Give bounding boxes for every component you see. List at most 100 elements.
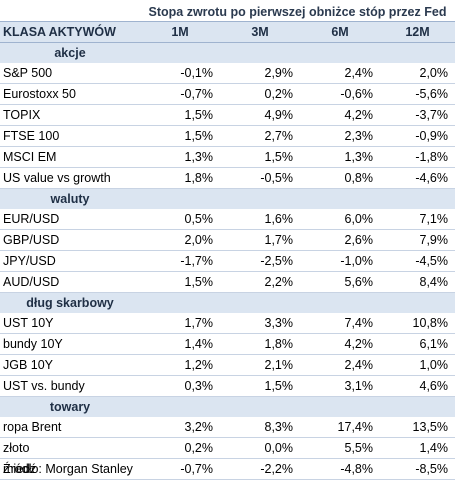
category-fill (140, 396, 220, 417)
table-row: ropa Brent 3,2% 8,3% 17,4% 13,5% (0, 417, 455, 438)
value-cell: -4,6% (380, 167, 455, 189)
value-cell: 4,9% (220, 104, 300, 126)
category-label: towary (0, 396, 140, 417)
table-row: EUR/USD 0,5% 1,6% 6,0% 7,1% (0, 209, 455, 230)
value-cell: 2,9% (220, 63, 300, 84)
value-cell: 8,3% (220, 417, 300, 438)
category-label: akcje (0, 42, 140, 63)
value-cell: 10,8% (380, 313, 455, 334)
value-cell: 1,6% (220, 209, 300, 230)
category-fill (220, 188, 300, 209)
value-cell: -0,9% (380, 125, 455, 147)
value-cell: 1,8% (140, 167, 220, 189)
table-row: bundy 10Y 1,4% 1,8% 4,2% 6,1% (0, 333, 455, 355)
value-cell: 4,6% (380, 375, 455, 397)
value-cell: 1,7% (220, 229, 300, 251)
value-cell: 1,4% (380, 437, 455, 459)
category-fill (300, 188, 380, 209)
row-label: ropa Brent (0, 417, 140, 438)
value-cell: -5,6% (380, 83, 455, 105)
value-cell: 6,0% (300, 209, 380, 230)
table-row: AUD/USD 1,5% 2,2% 5,6% 8,4% (0, 271, 455, 293)
value-cell: 1,0% (380, 354, 455, 376)
table-row: miedź -0,7% -2,2% -4,8% -8,5% (0, 458, 455, 480)
row-label: UST vs. bundy (0, 375, 140, 397)
category-row: towary (0, 396, 455, 417)
value-cell: -0,1% (140, 63, 220, 84)
value-cell: -1,8% (380, 146, 455, 168)
value-cell: -0,5% (220, 167, 300, 189)
row-label: EUR/USD (0, 209, 140, 230)
category-fill (380, 292, 455, 313)
value-cell: 5,6% (300, 271, 380, 293)
row-label: FTSE 100 (0, 125, 140, 147)
value-cell: 3,1% (300, 375, 380, 397)
source-note: Źródło: Morgan Stanley (3, 462, 133, 476)
value-cell: 7,4% (300, 313, 380, 334)
value-cell: -4,8% (300, 458, 380, 480)
value-cell: 17,4% (300, 417, 380, 438)
category-fill (140, 292, 220, 313)
value-cell: 2,4% (300, 354, 380, 376)
value-cell: 3,3% (220, 313, 300, 334)
value-cell: 1,7% (140, 313, 220, 334)
value-cell: 0,8% (300, 167, 380, 189)
value-cell: 1,5% (140, 104, 220, 126)
table-row: S&P 500 -0,1% 2,9% 2,4% 2,0% (0, 63, 455, 84)
row-label: GBP/USD (0, 229, 140, 251)
category-fill (380, 42, 455, 63)
value-cell: 8,4% (380, 271, 455, 293)
value-cell: -1,0% (300, 250, 380, 272)
table-row: złoto 0,2% 0,0% 5,5% 1,4% (0, 437, 455, 459)
value-cell: -8,5% (380, 458, 455, 480)
table-title: Stopa zwrotu po pierwszej obniżce stóp p… (148, 5, 447, 19)
row-label: złoto (0, 437, 140, 459)
category-label: waluty (0, 188, 140, 209)
header-3m: 3M (220, 21, 300, 43)
category-label: dług skarbowy (0, 292, 140, 313)
category-fill (220, 292, 300, 313)
category-fill (300, 292, 380, 313)
value-cell: 3,2% (140, 417, 220, 438)
value-cell: 0,3% (140, 375, 220, 397)
category-fill (220, 396, 300, 417)
returns-table: KLASA AKTYWÓW 1M 3M 6M 12M akcje S&P 500-… (0, 21, 455, 480)
row-label: MSCI EM (0, 146, 140, 168)
value-cell: 0,2% (220, 83, 300, 105)
category-fill (300, 42, 380, 63)
value-cell: -2,5% (220, 250, 300, 272)
value-cell: 2,0% (140, 229, 220, 251)
table-row: FTSE 100 1,5% 2,7% 2,3% -0,9% (0, 125, 455, 147)
value-cell: 1,2% (140, 354, 220, 376)
value-cell: 2,0% (380, 63, 455, 84)
value-cell: 7,1% (380, 209, 455, 230)
header-asset-class: KLASA AKTYWÓW (0, 21, 140, 43)
value-cell: 0,5% (140, 209, 220, 230)
value-cell: -2,2% (220, 458, 300, 480)
header-6m: 6M (300, 21, 380, 43)
category-row: waluty (0, 188, 455, 209)
table-row: JGB 10Y 1,2% 2,1% 2,4% 1,0% (0, 354, 455, 376)
value-cell: 1,3% (300, 146, 380, 168)
value-cell: 13,5% (380, 417, 455, 438)
value-cell: 1,5% (140, 271, 220, 293)
row-label: Eurostoxx 50 (0, 83, 140, 105)
category-fill (140, 42, 220, 63)
value-cell: -0,6% (300, 83, 380, 105)
value-cell: 6,1% (380, 333, 455, 355)
table-row: UST 10Y 1,7% 3,3% 7,4% 10,8% (0, 313, 455, 334)
row-label: TOPIX (0, 104, 140, 126)
value-cell: 2,1% (220, 354, 300, 376)
category-fill (220, 42, 300, 63)
value-cell: 4,2% (300, 333, 380, 355)
row-label: AUD/USD (0, 271, 140, 293)
value-cell: 2,4% (300, 63, 380, 84)
row-label: UST 10Y (0, 313, 140, 334)
value-cell: -3,7% (380, 104, 455, 126)
value-cell: 1,3% (140, 146, 220, 168)
category-fill (380, 396, 455, 417)
value-cell: 2,2% (220, 271, 300, 293)
table-row: MSCI EM 1,3% 1,5% 1,3% -1,8% (0, 146, 455, 168)
row-label: JGB 10Y (0, 354, 140, 376)
